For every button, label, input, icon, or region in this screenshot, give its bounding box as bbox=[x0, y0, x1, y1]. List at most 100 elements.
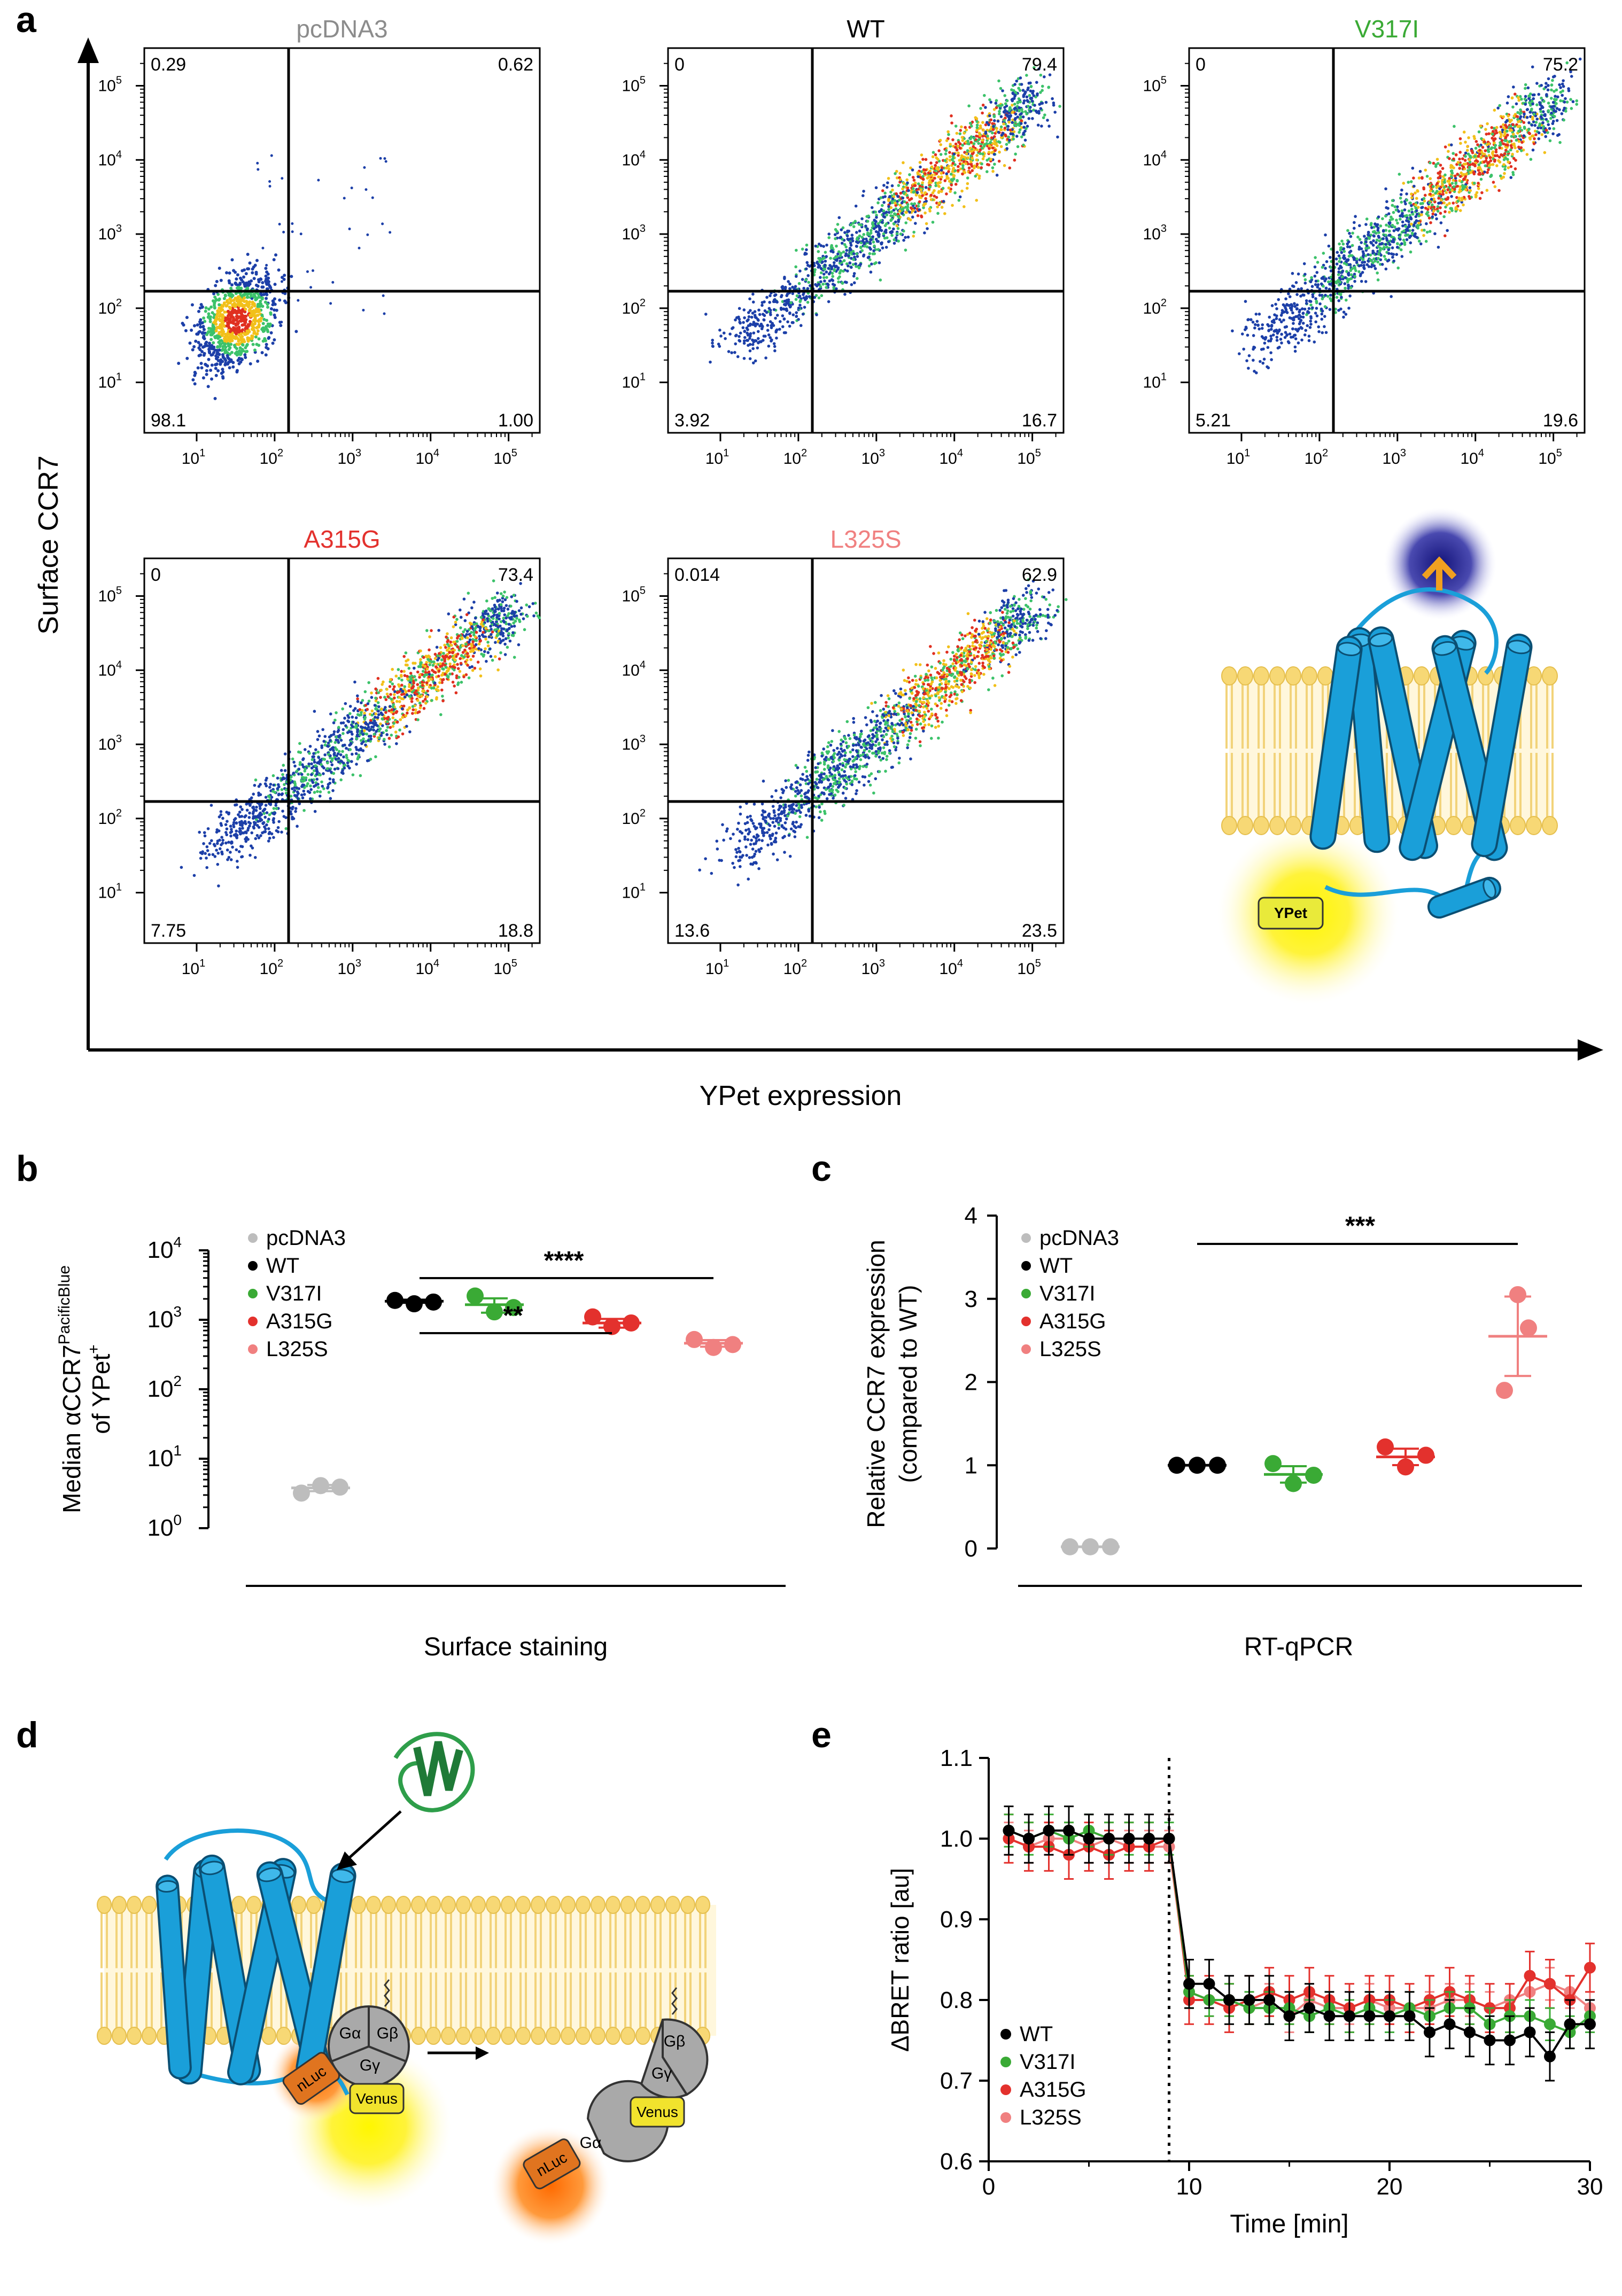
flow-event bbox=[1396, 242, 1399, 245]
flow-event bbox=[917, 182, 920, 185]
flow-event bbox=[957, 169, 960, 172]
flow-event bbox=[237, 333, 241, 337]
flow-event bbox=[1488, 156, 1492, 159]
flow-event bbox=[1273, 313, 1276, 316]
flow-event bbox=[981, 111, 984, 115]
flow-event bbox=[847, 264, 850, 268]
flow-event bbox=[1361, 258, 1365, 261]
flow-event bbox=[719, 334, 723, 338]
flow-event bbox=[1524, 83, 1527, 87]
flow-event bbox=[221, 313, 224, 317]
flow-event bbox=[901, 212, 904, 215]
flow-event bbox=[819, 258, 823, 261]
flow-event bbox=[1012, 97, 1016, 100]
x-tick-label: 105 bbox=[493, 958, 517, 978]
flow-event bbox=[1036, 92, 1039, 96]
flow-event bbox=[1019, 76, 1022, 80]
flow-event bbox=[984, 131, 988, 135]
flow-event bbox=[1522, 134, 1526, 137]
flow-event bbox=[1349, 250, 1353, 253]
flow-event bbox=[738, 317, 741, 321]
flow-event bbox=[359, 747, 362, 751]
flow-event bbox=[1437, 184, 1440, 188]
flow-event bbox=[223, 310, 227, 314]
flow-event bbox=[1324, 267, 1327, 270]
flow-event bbox=[1267, 329, 1270, 332]
x-tick-exp: 1 bbox=[1244, 447, 1250, 459]
flow-event bbox=[1307, 334, 1311, 338]
flow-event bbox=[1302, 293, 1306, 297]
flow-event bbox=[343, 197, 346, 200]
flow-event bbox=[960, 154, 964, 158]
flow-event bbox=[1016, 145, 1020, 149]
flow-event bbox=[860, 236, 864, 239]
flow-event bbox=[1351, 244, 1354, 247]
flow-event bbox=[844, 245, 848, 248]
flow-event bbox=[212, 341, 215, 345]
flow-event bbox=[333, 718, 337, 722]
flow-event bbox=[230, 321, 234, 324]
flow-event bbox=[1005, 143, 1008, 146]
flow-event bbox=[209, 333, 213, 337]
flow-event bbox=[1405, 238, 1409, 242]
flow-event bbox=[216, 312, 220, 315]
flow-event bbox=[1476, 143, 1479, 146]
flow-event bbox=[1410, 196, 1414, 199]
flow-event bbox=[269, 331, 273, 334]
flow-event bbox=[1377, 215, 1380, 219]
flow-event bbox=[783, 299, 787, 303]
flow-event bbox=[1474, 146, 1478, 150]
flow-event bbox=[836, 252, 840, 256]
flow-event bbox=[1280, 312, 1284, 315]
flow-event bbox=[763, 300, 766, 303]
flow-event bbox=[277, 268, 281, 272]
flow-event bbox=[246, 324, 250, 328]
flow-event bbox=[1460, 198, 1464, 202]
flow-event bbox=[860, 217, 864, 221]
flow-event bbox=[216, 359, 220, 362]
flow-event bbox=[1406, 229, 1410, 232]
flow-event bbox=[1399, 196, 1402, 200]
flow-event bbox=[1373, 267, 1377, 270]
flow-event bbox=[1578, 57, 1582, 61]
flow-event bbox=[1443, 181, 1446, 184]
flow-event bbox=[1042, 116, 1045, 120]
flow-event bbox=[1422, 234, 1425, 237]
flow-event bbox=[981, 135, 984, 138]
flow-event bbox=[1342, 315, 1345, 319]
flow-event bbox=[1424, 239, 1428, 243]
flow-event bbox=[208, 315, 212, 318]
x-tick-exp: 2 bbox=[277, 958, 283, 969]
x-tick-label: 105 bbox=[1017, 447, 1041, 468]
flow-event bbox=[947, 186, 951, 190]
x-tick-exp: 1 bbox=[723, 447, 729, 459]
flow-event bbox=[254, 270, 258, 274]
flow-event bbox=[238, 276, 242, 280]
flow-event bbox=[975, 129, 979, 132]
flow-event bbox=[902, 192, 906, 195]
flow-event bbox=[1553, 98, 1556, 101]
flow-event bbox=[1435, 190, 1439, 193]
flow-event bbox=[1481, 152, 1485, 156]
flow-event bbox=[215, 315, 219, 319]
flow-event bbox=[204, 309, 207, 313]
flow-event bbox=[1452, 178, 1455, 182]
flow-event bbox=[1367, 236, 1371, 239]
flow-event bbox=[813, 268, 817, 271]
flow-event bbox=[1318, 302, 1322, 306]
flow-event bbox=[253, 330, 257, 334]
flow-event bbox=[911, 187, 915, 190]
flow-event bbox=[899, 232, 903, 236]
flow-event bbox=[817, 243, 821, 246]
flow-event bbox=[1352, 256, 1355, 259]
flow-event bbox=[841, 281, 844, 284]
flow-event bbox=[1491, 151, 1494, 155]
flow-event bbox=[872, 227, 876, 230]
flow-event bbox=[951, 162, 954, 165]
flow-event bbox=[1328, 283, 1331, 286]
flow-event bbox=[1346, 229, 1349, 232]
flow-event bbox=[966, 149, 969, 152]
flow-event bbox=[1006, 124, 1010, 128]
flow-event bbox=[887, 208, 890, 211]
flow-event bbox=[1531, 102, 1534, 106]
